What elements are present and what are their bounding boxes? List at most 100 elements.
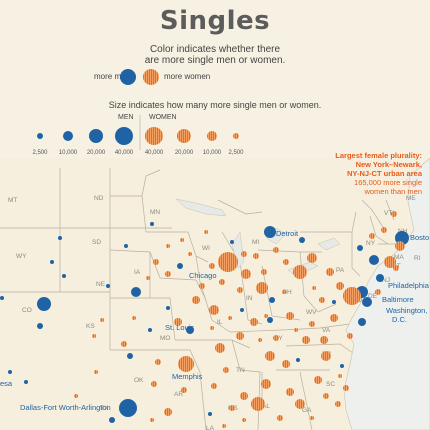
more-men-circle [186,326,194,334]
state-label: DE [368,293,378,300]
more-women-circle [237,287,243,293]
state-label: SD [92,239,101,246]
state-label: VA [322,327,331,334]
size-legend-line: Size indicates how many more single men … [108,100,322,110]
size-legend-value: 40,000 [144,150,164,156]
more-men-swatch [120,69,136,85]
more-women-circle [146,276,150,280]
state-label: OK [134,377,144,384]
more-women-label: more women [164,72,211,81]
more-women-circle [165,271,171,277]
more-men-circle [357,245,363,251]
more-women-circle [174,318,182,326]
state-label: NY [366,240,376,247]
state-label: TX [100,405,109,412]
more-women-circle [153,259,159,265]
more-women-circle [240,392,248,400]
more-women-circle [314,376,322,384]
city-label-washington-dc: D.C. [392,315,407,324]
size-legend-value: 20,000 [174,150,194,156]
state-label: NE [96,281,106,288]
more-men-circle [58,236,62,240]
state-label: PA [336,267,345,274]
state-label: RI [414,255,421,262]
more-men-circle [340,364,344,368]
more-women-circle [204,230,208,234]
more-women-circle [241,269,251,279]
more-men-circle [332,300,336,304]
state-label: CO [22,307,32,314]
more-men-circle [37,323,43,329]
more-women-circle [369,233,375,239]
more-women-circle [312,286,316,290]
state-label: MN [150,209,160,216]
more-women-circle [218,252,238,272]
legend-swatches [120,69,159,85]
size-legend-value: 2,500 [32,150,48,156]
more-women-circle [166,244,170,248]
size-legend-circle [207,131,217,141]
annotation-line-4: 165,000 more single [354,178,422,187]
more-men-circle [0,296,4,300]
more-women-circle [181,387,187,393]
more-women-circle [253,253,259,259]
city-label-st-louis: St. Louis [165,323,194,332]
more-women-circle [395,241,405,251]
more-women-circle [265,351,275,361]
state-label: LA [206,425,215,430]
size-legend-circle [177,129,191,143]
size-legend-value: 10,000 [202,150,222,156]
more-women-circle [321,351,331,361]
more-women-circle [155,359,161,365]
more-men-circle [369,255,379,265]
more-men-circle [269,297,275,303]
more-men-circle [62,274,66,278]
state-label: WY [16,253,27,260]
more-women-circle [293,265,307,279]
state-label: MO [160,335,170,342]
more-men-circle [119,399,137,417]
more-women-circle [192,296,200,304]
more-men-circle [267,317,273,323]
more-women-circle [180,238,184,242]
state-label: IA [134,269,141,276]
more-men-circle [124,244,128,248]
more-women-circle [381,227,387,233]
header-panel [0,0,430,158]
more-women-circle [219,279,225,285]
more-women-circle [273,335,279,341]
more-women-circle [100,318,104,322]
more-women-circle [310,416,314,420]
more-women-circle [223,367,229,373]
size-legend-value: 10,000 [58,150,78,156]
more-women-circle [250,318,258,326]
more-women-circle [330,314,338,322]
state-label: GA [302,407,312,414]
city-label-partial-left: esa [0,379,13,388]
more-women-swatch [143,69,159,85]
great-lakes [175,198,341,277]
more-men-circle [148,328,152,332]
more-women-circle [277,415,283,421]
annotation-line-3: NY-NJ-CT urban area [346,169,422,178]
more-men-circle [106,284,110,288]
more-women-circle [338,374,342,378]
more-women-circle [210,326,214,330]
city-label-washington: Washington, [386,306,427,315]
state-label: AL [262,403,270,410]
more-men-circle [376,274,384,282]
more-women-circle [286,312,294,320]
state-label: MA [394,254,404,261]
more-women-circle [74,394,78,398]
more-women-circle [295,399,305,409]
more-men-circle [109,417,115,423]
size-legend-circle [233,133,239,139]
more-men-circle [177,263,183,269]
size-legend-circles [37,115,239,150]
more-women-circle [236,332,244,340]
more-women-circle [92,334,96,338]
coastline [343,157,430,430]
more-women-circle [283,259,289,265]
more-women-circle [229,405,235,411]
more-women-circle [209,305,219,315]
